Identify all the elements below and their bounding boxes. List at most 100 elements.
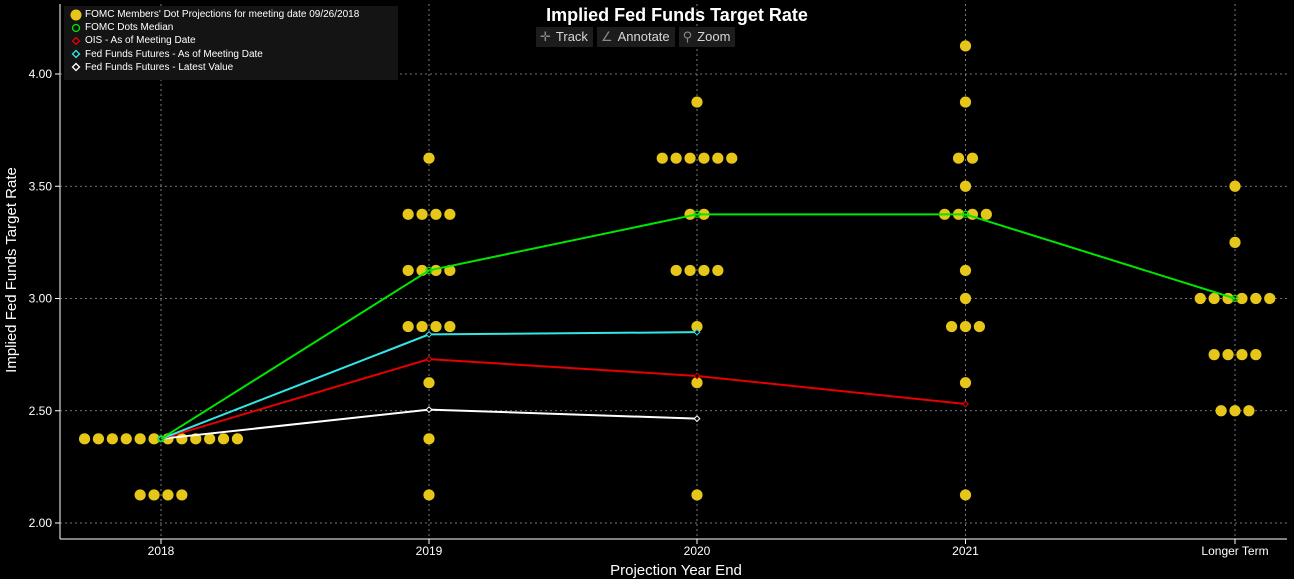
fomc-dot: [698, 264, 710, 277]
series-point-fomc-dots-median: [425, 266, 433, 275]
fomc-dot: [217, 433, 230, 445]
x-tick-label: 2019: [416, 544, 443, 558]
fomc-dot: [1250, 349, 1262, 361]
fomc-dot: [1208, 292, 1220, 305]
series-line-ois-as-of-meeting-date: [160, 358, 966, 440]
y-tick-label: 3.50: [29, 179, 53, 193]
fomc-dot: [712, 152, 724, 164]
fomc-dot: [691, 320, 703, 333]
fomc-dot: [691, 377, 703, 389]
legend-item-futures-latest[interactable]: Fed Funds Futures - Latest Value: [70, 61, 398, 74]
legend-label-ois: OIS - As of Meeting Date: [85, 35, 196, 47]
fomc-dot: [423, 489, 435, 501]
fomc-dot: [423, 433, 435, 445]
fomc-dot: [1236, 292, 1248, 305]
legend-futures-latest-marker: [70, 61, 82, 73]
track-button[interactable]: ✛ Track: [536, 27, 593, 47]
series-point-fomc-dots-median: [693, 210, 701, 218]
zoom-button[interactable]: ⚲ Zoom: [678, 27, 736, 47]
fomc-dot: [1264, 292, 1276, 305]
fomc-dot: [176, 489, 188, 501]
fomc-dot: [204, 433, 216, 445]
fomc-dot: [444, 208, 456, 220]
fomc-dot: [670, 264, 682, 277]
fomc-dot: [134, 433, 146, 445]
y-tick-label: 3.00: [29, 292, 53, 306]
fomc-dot: [670, 152, 682, 164]
fomc-dot: [1215, 405, 1227, 417]
y-axis-title: Implied Fed Funds Target Rate: [3, 167, 20, 373]
legend-median-marker: [70, 22, 82, 34]
fomc-dot: [92, 433, 105, 445]
legend-label-futures-meeting: Fed Funds Futures - As of Meeting Date: [85, 48, 263, 60]
series-point-ois-as-of-meeting-date: [961, 400, 970, 408]
y-tick-label: 2.50: [29, 404, 53, 418]
legend-item-median[interactable]: FOMC Dots Median: [70, 21, 398, 34]
fomc-dot: [959, 320, 972, 333]
series-point-fomc-dots-median: [961, 210, 970, 218]
series-point-fed-funds-futures-latest-value: [693, 415, 701, 423]
x-axis-title: Projection Year End: [610, 562, 742, 579]
fomc-dot: [423, 377, 435, 389]
fomc-dot: [148, 433, 160, 445]
fomc-dot: [698, 152, 710, 164]
fomc-dot: [952, 152, 965, 164]
fomc-dot: [712, 264, 724, 277]
fomc-dot: [78, 433, 91, 445]
fomc-dot: [1236, 349, 1248, 361]
fomc-dot: [726, 152, 738, 164]
fomc-dot: [416, 208, 428, 220]
fomc-dot: [134, 489, 146, 501]
fomc-dot: [416, 320, 428, 333]
legend-label-dots: FOMC Members' Dot Projections for meetin…: [85, 9, 360, 20]
x-tick-label: 2018: [148, 544, 175, 558]
legend-item-futures-meeting[interactable]: Fed Funds Futures - As of Meeting Date: [70, 48, 398, 61]
fomc-dot: [959, 489, 972, 501]
fomc-dot: [959, 96, 972, 108]
fomc-dot: [959, 180, 972, 192]
fomc-dot: [959, 40, 972, 52]
series-point-fed-funds-futures-as-of-meeting-date: [693, 328, 701, 336]
fomc-dot: [162, 489, 174, 501]
fomc-dot: [176, 433, 188, 445]
legend-item-dots[interactable]: FOMC Members' Dot Projections for meetin…: [70, 8, 398, 21]
fomc-dot: [684, 152, 696, 164]
pencil-icon: ∠: [600, 29, 613, 44]
x-tick-label: 2020: [684, 544, 711, 558]
fomc-dot: [959, 377, 972, 389]
fomc-dot: [946, 320, 958, 333]
legend-item-ois[interactable]: OIS - As of Meeting Date: [70, 34, 398, 47]
series-point-fomc-dots-median: [157, 435, 165, 443]
zoom-label: Zoom: [697, 29, 731, 44]
series-point-ois-as-of-meeting-date: [693, 372, 701, 380]
fomc-dot: [120, 433, 132, 445]
fomc-dot: [1229, 405, 1241, 417]
series-point-ois-as-of-meeting-date: [425, 355, 433, 363]
fomc-dot: [430, 208, 442, 220]
fomc-dot: [106, 433, 118, 445]
series-line-fomc-dots-median: [160, 213, 1236, 440]
fomc-dot: [148, 489, 160, 501]
magnifier-icon: ⚲: [682, 29, 693, 44]
fomc-dot: [1208, 349, 1220, 361]
legend-dot-marker: [70, 9, 82, 21]
y-tick-label: 4.00: [29, 67, 53, 81]
fomc-dot: [656, 152, 668, 164]
crosshair-icon: ✛: [540, 29, 551, 44]
fomc-dot: [1229, 236, 1241, 248]
fomc-dot: [691, 489, 703, 501]
fomc-dot: [402, 320, 414, 333]
chart-toolbar: ✛ Track ∠ Annotate ⚲ Zoom: [536, 27, 736, 47]
fomc-dot: [966, 152, 979, 164]
series-point-fed-funds-futures-latest-value: [425, 406, 433, 414]
x-tick-label: 2021: [952, 544, 979, 558]
legend-futures-meeting-marker: [70, 48, 82, 60]
fomc-dot: [1229, 180, 1241, 192]
fomc-dot: [691, 96, 703, 108]
series-point-fed-funds-futures-as-of-meeting-date: [425, 330, 433, 338]
x-tick-label: Longer Term: [1201, 544, 1268, 558]
series-point-fomc-dots-median: [1231, 294, 1239, 303]
annotate-button[interactable]: ∠ Annotate: [596, 27, 675, 47]
fomc-dot: [959, 292, 972, 305]
